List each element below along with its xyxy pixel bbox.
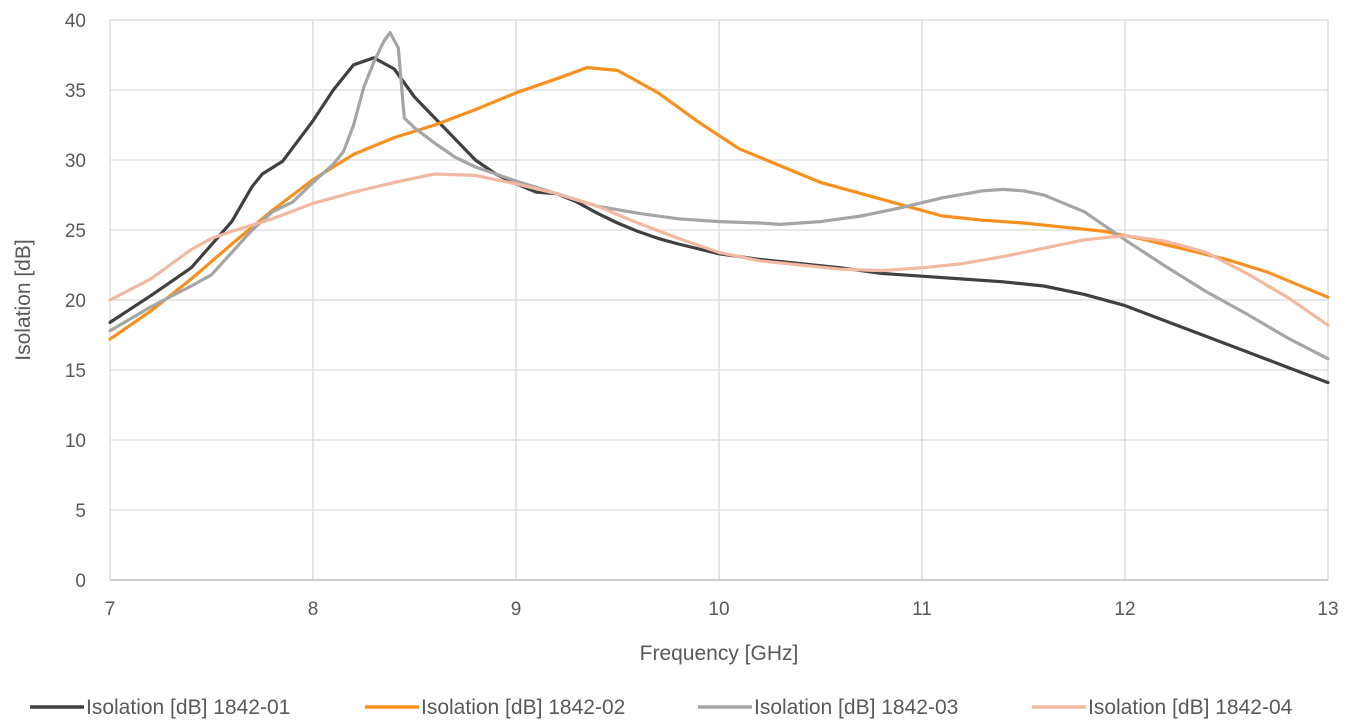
x-tick-label: 11 [912, 599, 932, 620]
y-tick-labels: 0 5 10 15 20 25 30 35 40 [65, 11, 86, 592]
y-tick-label: 10 [65, 431, 86, 452]
series-line-4 [108, 172, 1330, 327]
legend-label: Isolation [dB] 1842-02 [421, 696, 625, 719]
y-tick-label: 25 [65, 221, 86, 242]
legend-label: Isolation [dB] 1842-01 [86, 696, 290, 719]
y-tick-label: 35 [65, 81, 86, 102]
y-axis-title: Isolation [dB] [12, 239, 35, 360]
grid-lines [109, 19, 1329, 580]
x-axis-title: Frequency [GHz] [640, 642, 799, 665]
y-tick-label: 5 [75, 501, 86, 522]
x-tick-label: 8 [308, 599, 319, 620]
y-tick-label: 20 [65, 291, 86, 312]
series-line-1 [108, 56, 1330, 385]
series-lines [108, 31, 1330, 385]
y-tick-label: 15 [65, 361, 86, 382]
x-tick-label: 7 [105, 599, 116, 620]
x-tick-label: 13 [1317, 599, 1338, 620]
series-line-3 [108, 31, 1330, 361]
x-tick-label: 12 [1114, 599, 1135, 620]
x-tick-label: 10 [708, 599, 729, 620]
x-tick-labels: 7 8 9 10 11 12 13 [105, 599, 1339, 620]
x-tick-label: 9 [511, 599, 522, 620]
y-tick-label: 0 [75, 571, 86, 592]
y-tick-label: 40 [65, 11, 86, 32]
y-tick-label: 30 [65, 151, 86, 172]
legend-label: Isolation [dB] 1842-04 [1088, 696, 1293, 719]
legend-label: Isolation [dB] 1842-03 [754, 696, 958, 719]
legend: Isolation [dB] 1842-01 Isolation [dB] 184… [30, 696, 1293, 719]
